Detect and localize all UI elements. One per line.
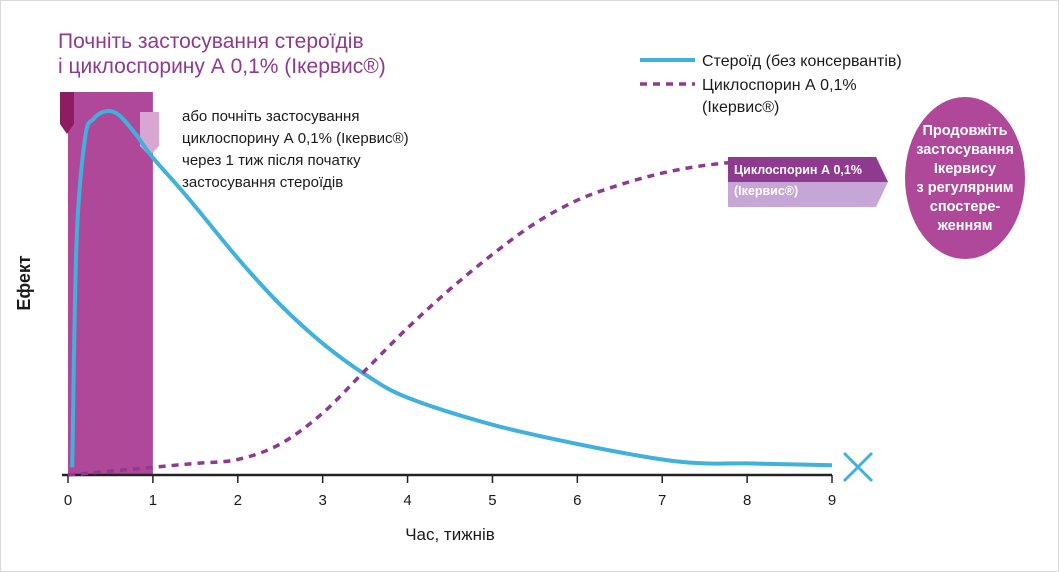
start-marker-tab bbox=[60, 92, 74, 134]
x-tick-label-0: 0 bbox=[64, 492, 72, 509]
steroid-series-line bbox=[70, 109, 833, 468]
legend-label-cyclosporine-brand: (Ікервис®) bbox=[702, 99, 779, 116]
circle-text-line-5: спостере- bbox=[930, 199, 1001, 215]
cyclosporine-callout-arrow-top bbox=[728, 157, 888, 182]
chart-title-line-2: і циклоспорину А 0,1% (Ікервис®) bbox=[58, 55, 386, 78]
note-line-2: циклоспорину А 0,1% (Ікервис®) bbox=[182, 130, 409, 147]
cyclosporine-series-line bbox=[67, 159, 832, 477]
circle-text-line-4: з регулярним bbox=[917, 180, 1014, 196]
x-tick-label-8: 8 bbox=[743, 492, 751, 509]
circle-text-line-2: застосування bbox=[916, 142, 1014, 158]
x-tick-label-5: 5 bbox=[488, 492, 496, 509]
y-axis-label: Ефект bbox=[14, 255, 34, 311]
legend-label-steroid: Стероїд (без консервантів) bbox=[702, 53, 902, 70]
x-tick-label-9: 9 bbox=[828, 492, 836, 509]
callout-label-line-1: Циклоспорин А 0,1% bbox=[734, 163, 862, 177]
x-tick-label-7: 7 bbox=[658, 492, 666, 509]
treatment-start-band bbox=[68, 92, 153, 475]
continue-treatment-circle bbox=[905, 97, 1025, 259]
x-tick-label-1: 1 bbox=[149, 492, 157, 509]
callout-label-line-2: (Ікервис®) bbox=[734, 184, 798, 198]
x-tick-label-2: 2 bbox=[234, 492, 242, 509]
circle-text-line-1: Продовжіть bbox=[922, 123, 1007, 139]
x-tick-label-3: 3 bbox=[318, 492, 326, 509]
circle-text-line-6: женням bbox=[937, 218, 993, 234]
x-axis-label: Час, тижнів bbox=[405, 525, 495, 544]
note-line-3: через 1 тиж після початку bbox=[182, 152, 361, 169]
circle-text-line-3: Ікервису bbox=[934, 161, 996, 177]
note-line-1: або почніть застосування bbox=[182, 108, 359, 125]
legend-label-cyclosporine: Циклоспорин А 0,1% bbox=[702, 77, 857, 94]
x-tick-label-4: 4 bbox=[403, 492, 411, 509]
x-icon bbox=[842, 451, 874, 483]
x-tick-label-6: 6 bbox=[573, 492, 581, 509]
chart-title-line-1: Почніть застосування стероїдів bbox=[58, 30, 364, 53]
note-line-4: застосування стероїдів bbox=[182, 174, 343, 191]
